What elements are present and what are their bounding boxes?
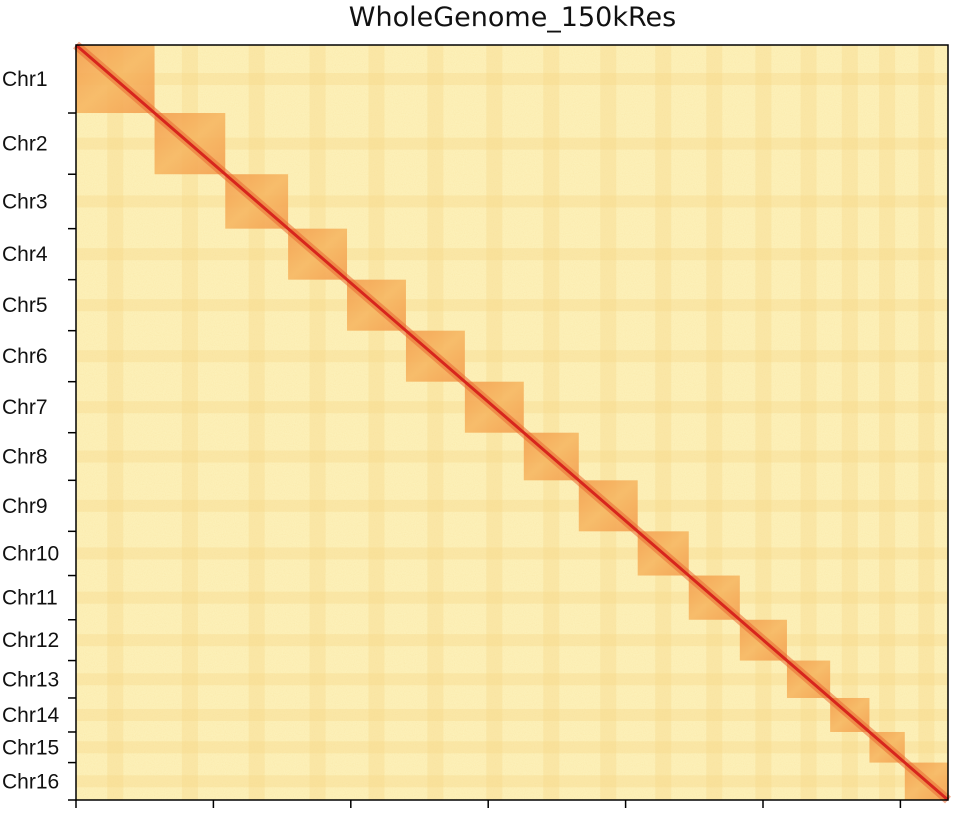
- stripe-row-Chr6: [76, 350, 948, 363]
- stripe-col-Chr4: [309, 45, 326, 800]
- chart-title: WholeGenome_150kRes: [348, 2, 677, 33]
- stripe-row-Chr13: [76, 673, 948, 686]
- y-tick-label: Chr10: [2, 542, 59, 565]
- y-tick-label: Chr5: [2, 294, 48, 317]
- diagonal: [73, 41, 951, 804]
- stripe-col-Chr14: [841, 45, 858, 800]
- stripe-col-Chr1: [107, 45, 124, 800]
- stripe-col-Chr9: [600, 45, 617, 800]
- stripe-col-Chr6: [427, 45, 444, 800]
- stripe-row-Chr16: [76, 775, 948, 788]
- stripe-col-Chr12: [755, 45, 772, 800]
- chromosome-labels: Chr1 Chr2 Chr3 Chr4 Chr5 Chr6 Chr7 Chr8 Chr9 Chr1…: [2, 68, 76, 801]
- y-tick-label: Chr3: [2, 190, 48, 213]
- y-tick-label: Chr2: [2, 133, 48, 156]
- stripe-row-Chr15: [76, 741, 948, 754]
- stripe-col-Chr16: [918, 45, 935, 800]
- y-tick-label: Chr14: [2, 704, 60, 727]
- heatmap-plot-area: [73, 41, 951, 804]
- y-tick-label: Chr8: [2, 446, 48, 469]
- stripe-row-Chr3: [76, 195, 948, 208]
- stripe-col-Chr10: [655, 45, 672, 800]
- stripe-row-Chr12: [76, 634, 948, 647]
- y-tick-label: Chr11: [2, 587, 58, 610]
- stripe-col-Chr8: [543, 45, 560, 800]
- stripe-row-Chr9: [76, 499, 948, 512]
- diagonal-line: [75, 43, 949, 802]
- y-tick-label: Chr9: [2, 495, 48, 518]
- stripe-row-Chr4: [76, 248, 948, 261]
- stripe-col-Chr13: [800, 45, 817, 800]
- stripe-col-Chr3: [248, 45, 265, 800]
- stripe-row-Chr1: [76, 73, 948, 86]
- y-tick-label: Chr6: [2, 345, 48, 368]
- y-tick-label: Chr15: [2, 736, 59, 759]
- y-tick-label: Chr16: [2, 770, 59, 793]
- y-tick-label: Chr12: [2, 629, 59, 652]
- stripe-row-Chr8: [76, 450, 948, 463]
- stripe-row-Chr10: [76, 547, 948, 560]
- plot-frame: [75, 44, 949, 801]
- stripe-row-Chr5: [76, 299, 948, 312]
- stripe-col-Chr15: [879, 45, 896, 800]
- stripe-col-Chr5: [368, 45, 385, 800]
- stripe-row-Chr14: [76, 708, 948, 721]
- stripe-row-Chr2: [76, 137, 948, 150]
- stripe-col-Chr11: [706, 45, 723, 800]
- inter-chromosome-stripes: [76, 45, 948, 800]
- y-tick-label: Chr7: [2, 396, 48, 419]
- stripe-col-Chr2: [181, 45, 198, 800]
- x-axis-ticks: [75, 800, 902, 808]
- y-tick-label: Chr1: [2, 68, 48, 91]
- y-tick-label: Chr13: [2, 668, 59, 691]
- stripe-row-Chr11: [76, 591, 948, 604]
- y-tick-label: Chr4: [2, 243, 48, 266]
